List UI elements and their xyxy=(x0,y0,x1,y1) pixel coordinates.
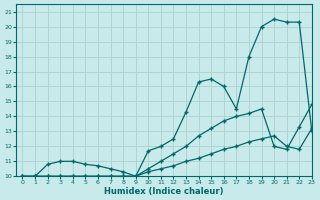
X-axis label: Humidex (Indice chaleur): Humidex (Indice chaleur) xyxy=(104,187,224,196)
